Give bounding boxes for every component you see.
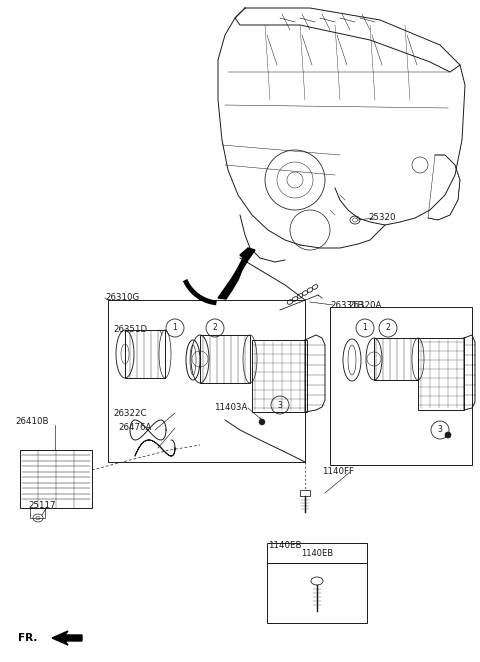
Text: 1140EB: 1140EB [301,549,333,557]
Bar [300,490,310,496]
Text: 3: 3 [438,426,443,434]
Text: 25320: 25320 [368,214,396,222]
Text: 1: 1 [362,324,367,332]
Polygon shape [52,631,82,645]
Bar [267,563,367,623]
Bar [200,335,250,383]
Text: 26351D: 26351D [113,326,147,334]
Bar [330,307,472,465]
Text: 2: 2 [213,324,217,332]
Circle shape [445,432,451,438]
Text: 1140FF: 1140FF [322,467,354,477]
Text: 26320A: 26320A [348,301,382,310]
Text: 3: 3 [277,401,282,410]
Bar [267,543,367,563]
Text: 11403A: 11403A [214,404,247,412]
Text: 1140EB: 1140EB [268,540,301,549]
Text: 26410B: 26410B [15,418,48,426]
Bar [108,300,305,462]
Text: 26310G: 26310G [105,293,139,303]
Bar [20,450,92,508]
Text: 25117: 25117 [28,500,56,510]
Bar [252,340,307,412]
Text: 26476A: 26476A [118,424,151,432]
Bar [418,338,464,410]
Bar [374,338,418,380]
Bar [125,330,165,378]
Circle shape [259,419,265,425]
Text: 2: 2 [385,324,390,332]
Text: 26322C: 26322C [113,408,146,418]
Text: FR.: FR. [18,633,37,643]
Text: 26331B: 26331B [330,301,363,310]
Bar [30,508,45,518]
Text: 1: 1 [173,324,178,332]
Polygon shape [218,248,255,299]
